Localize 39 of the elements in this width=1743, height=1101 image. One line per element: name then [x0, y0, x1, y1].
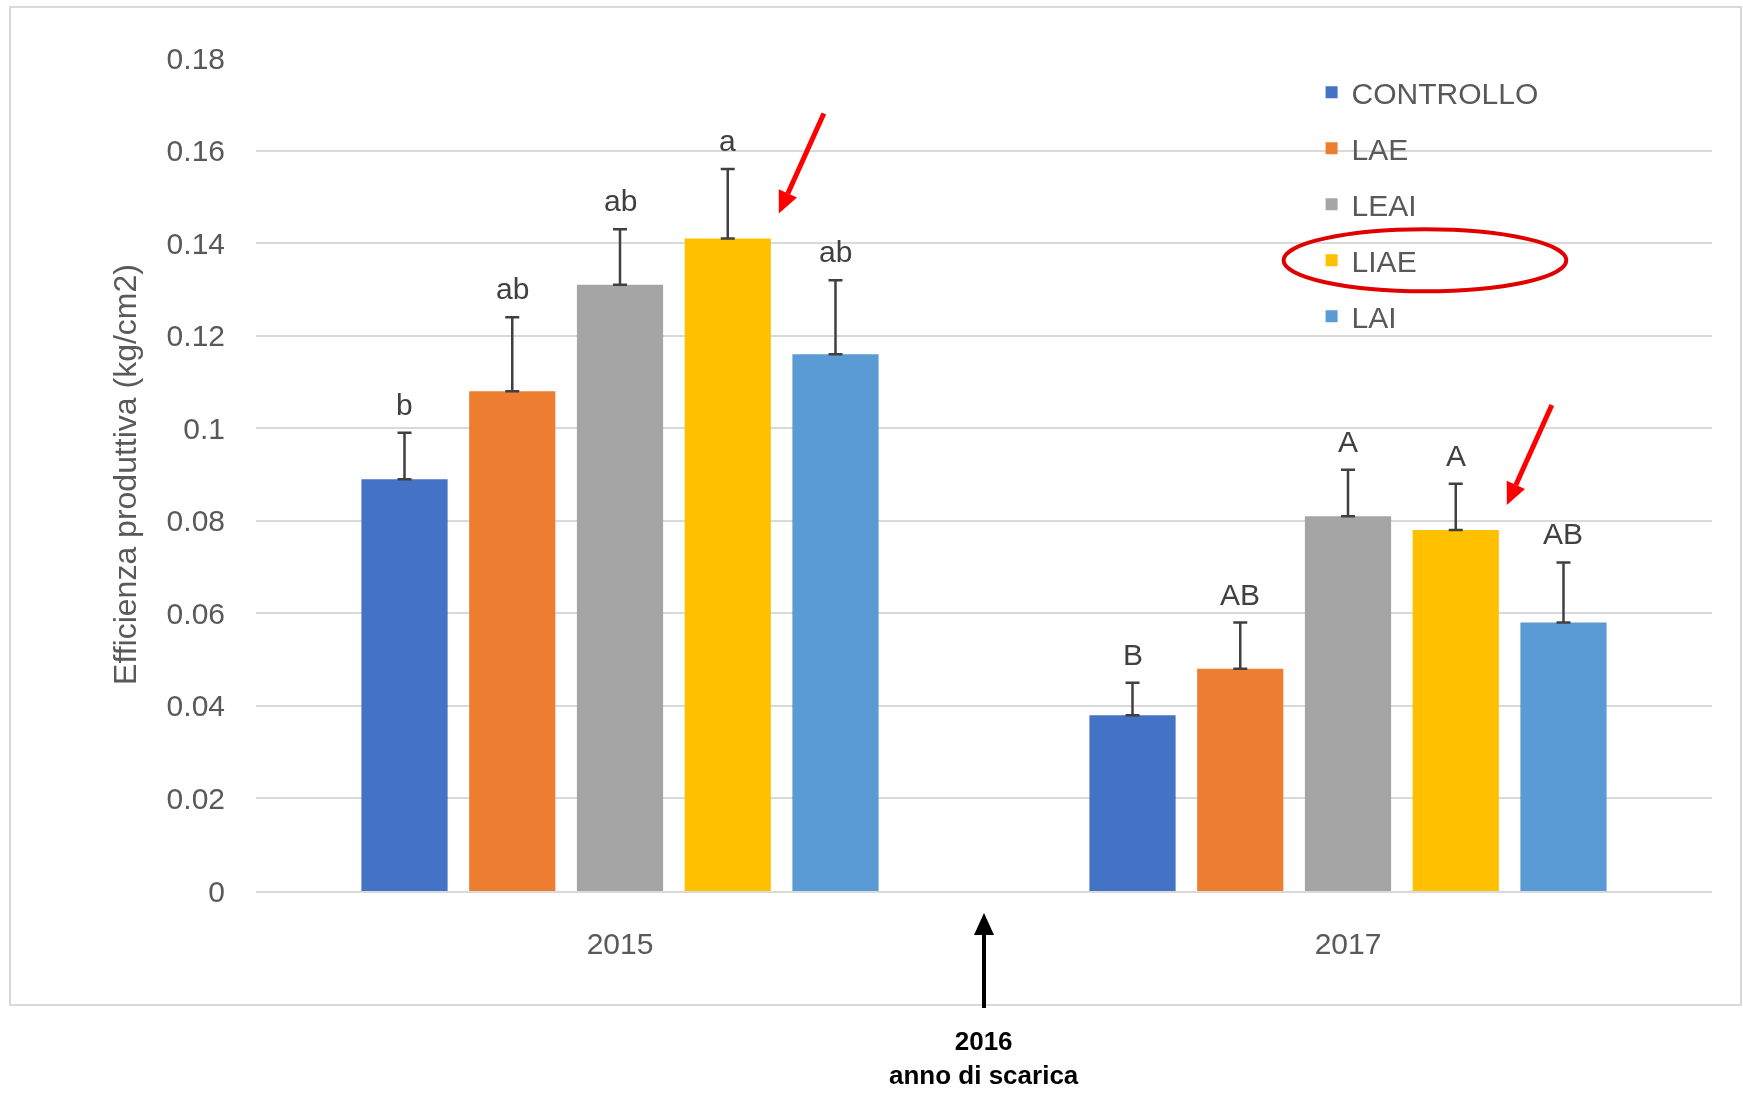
y-tick-label: 0.06 [166, 596, 225, 630]
bar [1304, 516, 1392, 891]
x-tick-label: 2017 [1314, 927, 1382, 960]
bar [1520, 622, 1607, 891]
y-tick-label: 0.12 [166, 319, 225, 353]
annotation: ab [819, 235, 853, 268]
legend-label: LEAI [1351, 189, 1417, 223]
y-tick-label: 0.02 [166, 781, 225, 815]
annotation: A [1338, 425, 1359, 458]
annotation: AB [1220, 578, 1261, 611]
y-tick-label: 0.1 [183, 411, 225, 445]
bar [1412, 530, 1499, 891]
legend-label: LIAE [1351, 245, 1417, 279]
annotation: ab [604, 184, 638, 217]
bar [1197, 668, 1284, 891]
annotation: ab [496, 272, 530, 305]
y-tick-label: 0.08 [166, 504, 225, 538]
annotation: B [1123, 638, 1144, 671]
bar [684, 238, 771, 891]
y-tick-label: 0.14 [166, 226, 225, 260]
annotation: AB [1543, 517, 1584, 550]
annotation: A [1446, 439, 1467, 472]
bar [361, 479, 448, 891]
text: 2016 anno di scarica [889, 1026, 1079, 1090]
legend-label: LAE [1351, 133, 1409, 167]
bar [469, 391, 556, 891]
legend-label: CONTROLLO [1351, 77, 1539, 111]
bar [576, 284, 664, 891]
bar [792, 354, 879, 891]
y-tick-label: 0.18 [166, 41, 225, 75]
legend-label: LAI [1351, 301, 1397, 335]
x-tick-label: 2015 [586, 927, 654, 960]
y-tick-label: 0.04 [166, 689, 225, 723]
annotation: a [719, 124, 736, 157]
y-axis-title: Efficienza produttiva (kg/cm2) [106, 264, 143, 685]
y-tick-label: 0 [208, 874, 225, 908]
annotation: b [396, 388, 413, 421]
y-tick-label: 0.16 [166, 134, 225, 168]
bar [1089, 715, 1176, 891]
